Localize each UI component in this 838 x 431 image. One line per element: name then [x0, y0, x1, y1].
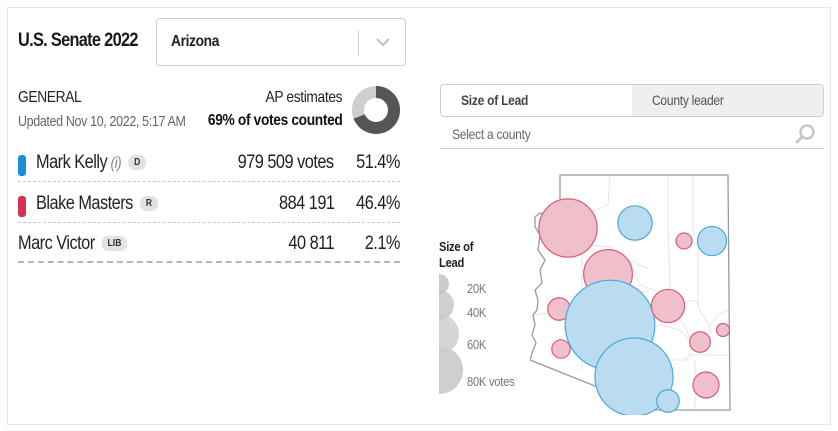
legend-label: 20K	[467, 281, 487, 296]
legend-title: Size of Lead	[439, 239, 474, 270]
candidate-percent: 51.4%	[356, 152, 400, 173]
race-title: U.S. Senate 2022	[18, 30, 138, 51]
candidate-name: Marc Victor	[18, 233, 95, 254]
county-lead-bubble[interactable]	[696, 225, 728, 257]
tab-county-leader[interactable]: County leader	[632, 85, 823, 116]
county-lead-bubble[interactable]	[551, 339, 571, 359]
party-color-bar	[18, 155, 26, 176]
county-lead-bubble[interactable]	[538, 198, 598, 258]
tab-size-of-lead[interactable]: Size of Lead	[441, 85, 632, 116]
candidate-percent: 46.4%	[356, 193, 400, 214]
county-search-input[interactable]: Select a county	[440, 121, 824, 149]
legend-circle-60k	[439, 314, 459, 354]
county-lead-bubble[interactable]	[689, 331, 711, 353]
party-color-bar	[18, 196, 26, 217]
donut-progress	[352, 86, 400, 134]
county-lead-bubble[interactable]	[675, 232, 693, 250]
party-badge: D	[128, 155, 147, 170]
ap-estimates-label: AP estimates	[265, 89, 342, 106]
legend-circle-80k	[439, 346, 463, 394]
state-dropdown-value: Arizona	[171, 33, 220, 50]
county-lead-bubble[interactable]	[617, 205, 653, 241]
legend-circle-20k	[439, 274, 449, 294]
dropdown-separator	[358, 30, 359, 56]
county-lead-bubble[interactable]	[594, 337, 674, 415]
candidate-votes: 40 811	[288, 233, 334, 254]
votes-counted-label: 69% of votes counted	[207, 112, 342, 129]
incumbent-marker: (i)	[110, 155, 122, 172]
county-lead-bubble[interactable]	[692, 371, 720, 399]
chevron-down-icon[interactable]	[373, 32, 393, 52]
candidate-row: Mark Kelly (i) D 979 509 votes 51.4%	[18, 148, 401, 182]
legend-circle-40k	[439, 290, 454, 320]
candidate-votes: 979 509 votes	[238, 152, 334, 173]
party-badge: R	[139, 196, 158, 211]
legend-label: 40K	[467, 305, 487, 320]
candidate-row: Blake Masters R 884 191 46.4%	[18, 189, 401, 223]
candidate-name: Mark Kelly	[36, 152, 108, 173]
county-search-placeholder: Select a county	[452, 126, 531, 142]
legend-label: 60K	[467, 337, 487, 352]
votes-counted-donut	[352, 86, 400, 134]
size-legend-circles	[439, 274, 463, 394]
county-bubbles	[538, 198, 731, 415]
candidate-row: Marc Victor LIB 40 811 2.1%	[18, 229, 401, 263]
candidate-name: Blake Masters	[36, 193, 133, 214]
candidate-percent: 2.1%	[364, 233, 401, 254]
arizona-county-map[interactable]	[530, 165, 740, 415]
search-icon[interactable]	[794, 123, 816, 145]
county-lead-bubble[interactable]	[656, 389, 680, 413]
county-lead-bubble[interactable]	[650, 288, 686, 324]
candidate-votes: 884 191	[278, 193, 335, 214]
state-dropdown[interactable]: Arizona	[156, 18, 406, 66]
party-badge: LIB	[101, 236, 128, 251]
legend-label: 80K votes	[467, 374, 515, 389]
updated-timestamp: Updated Nov 10, 2022, 5:17 AM	[18, 114, 186, 130]
map-view-tabs: Size of Lead County leader	[440, 84, 824, 117]
county-lead-bubble[interactable]	[715, 322, 731, 338]
race-type: GENERAL	[18, 89, 82, 106]
